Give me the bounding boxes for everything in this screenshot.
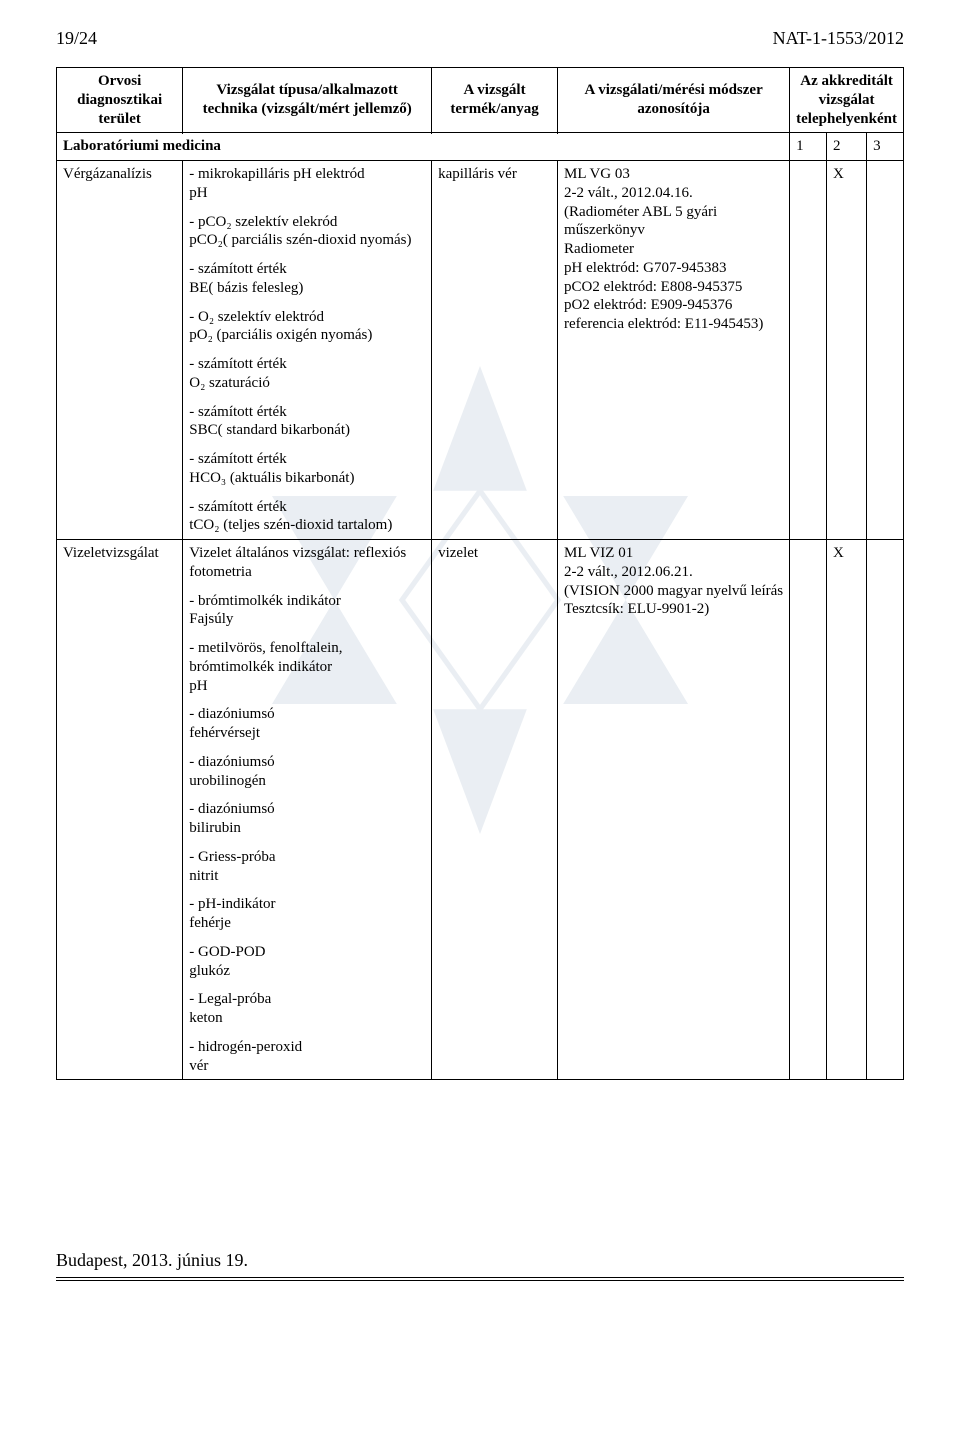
tech-item: - számított értékSBC( standard bikarboná… (189, 403, 425, 441)
cell-area: Vérgázanalízis (57, 161, 183, 540)
cell-specimen: vizelet (432, 540, 558, 1080)
cell-x2: X (826, 161, 866, 540)
tech-item: - pH-indikátorfehérje (189, 895, 425, 933)
cell-x2: X (826, 540, 866, 1080)
tech-item: - számított értékO₂ szaturáció (189, 355, 425, 393)
th-spec: A vizsgált termék/anyag (432, 68, 558, 133)
cell-tech: - mikrokapilláris pH elektródpH - pCO₂ sz… (183, 161, 432, 540)
tech-item: - diazóniumsóbilirubin (189, 800, 425, 838)
th-method: A vizsgálati/mérési módszer azonosítója (558, 68, 790, 133)
tech-item: - metilvörös, fenolftalein, brómtimolkék… (189, 639, 425, 695)
footer-text: Budapest, 2013. június 19. (56, 1250, 248, 1270)
site-col-3: 3 (867, 133, 904, 161)
doc-id: NAT-1-1553/2012 (773, 28, 904, 49)
tech-item: - mikrokapilláris pH elektródpH (189, 165, 425, 203)
tech-item: - pCO₂ szelektív elekródpCO₂( parciális … (189, 213, 425, 251)
tech-item: - Legal-próbaketon (189, 990, 425, 1028)
tech-item: - O₂ szelektív elektródpO₂ (parciális ox… (189, 308, 425, 346)
page-number: 19/24 (56, 28, 97, 49)
cell-x1 (790, 540, 827, 1080)
cell-specimen: kapilláris vér (432, 161, 558, 540)
tech-item: - diazóniumsófehérvérsejt (189, 705, 425, 743)
tech-item: - GOD-PODglukóz (189, 943, 425, 981)
tech-item: - diazóniumsóurobilinogén (189, 753, 425, 791)
cell-x1 (790, 161, 827, 540)
th-tech: Vizsgálat típusa/alkalmazott technika (v… (183, 68, 432, 133)
tech-item: - számított értékHCO₃ (aktuális bikarbon… (189, 450, 425, 488)
tech-item: Vizelet általános vizsgálat: reflexiós f… (189, 544, 425, 582)
th-area: Orvosi diagnosztikai terület (57, 68, 183, 133)
cell-method: ML VIZ 012-2 vált., 2012.06.21.(VISION 2… (558, 540, 790, 1080)
accreditation-table: Orvosi diagnosztikai terület Vizsgálat t… (56, 67, 904, 1080)
tech-item: - hidrogén-peroxidvér (189, 1038, 425, 1076)
footer-rule (56, 1277, 904, 1281)
tech-item: - számított értéktCO₂ (teljes szén-dioxi… (189, 498, 425, 536)
table-row: Vérgázanalízis - mikrokapilláris pH elek… (57, 161, 904, 540)
site-col-2: 2 (826, 133, 866, 161)
cell-tech: Vizelet általános vizsgálat: reflexiós f… (183, 540, 432, 1080)
table-row: Vizeletvizsgálat Vizelet általános vizsg… (57, 540, 904, 1080)
section-lab-medicine: Laboratóriumi medicina (57, 133, 790, 161)
cell-x3 (867, 540, 904, 1080)
th-sites: Az akkreditált vizsgálat telephelyenként (790, 68, 904, 133)
cell-method: ML VG 032-2 vált., 2012.04.16.(Radiométe… (558, 161, 790, 540)
cell-area: Vizeletvizsgálat (57, 540, 183, 1080)
tech-item: - számított értékBE( bázis felesleg) (189, 260, 425, 298)
site-col-1: 1 (790, 133, 827, 161)
tech-item: - Griess-próbanitrit (189, 848, 425, 886)
tech-item: - brómtimolkék indikátorFajsúly (189, 592, 425, 630)
cell-x3 (867, 161, 904, 540)
